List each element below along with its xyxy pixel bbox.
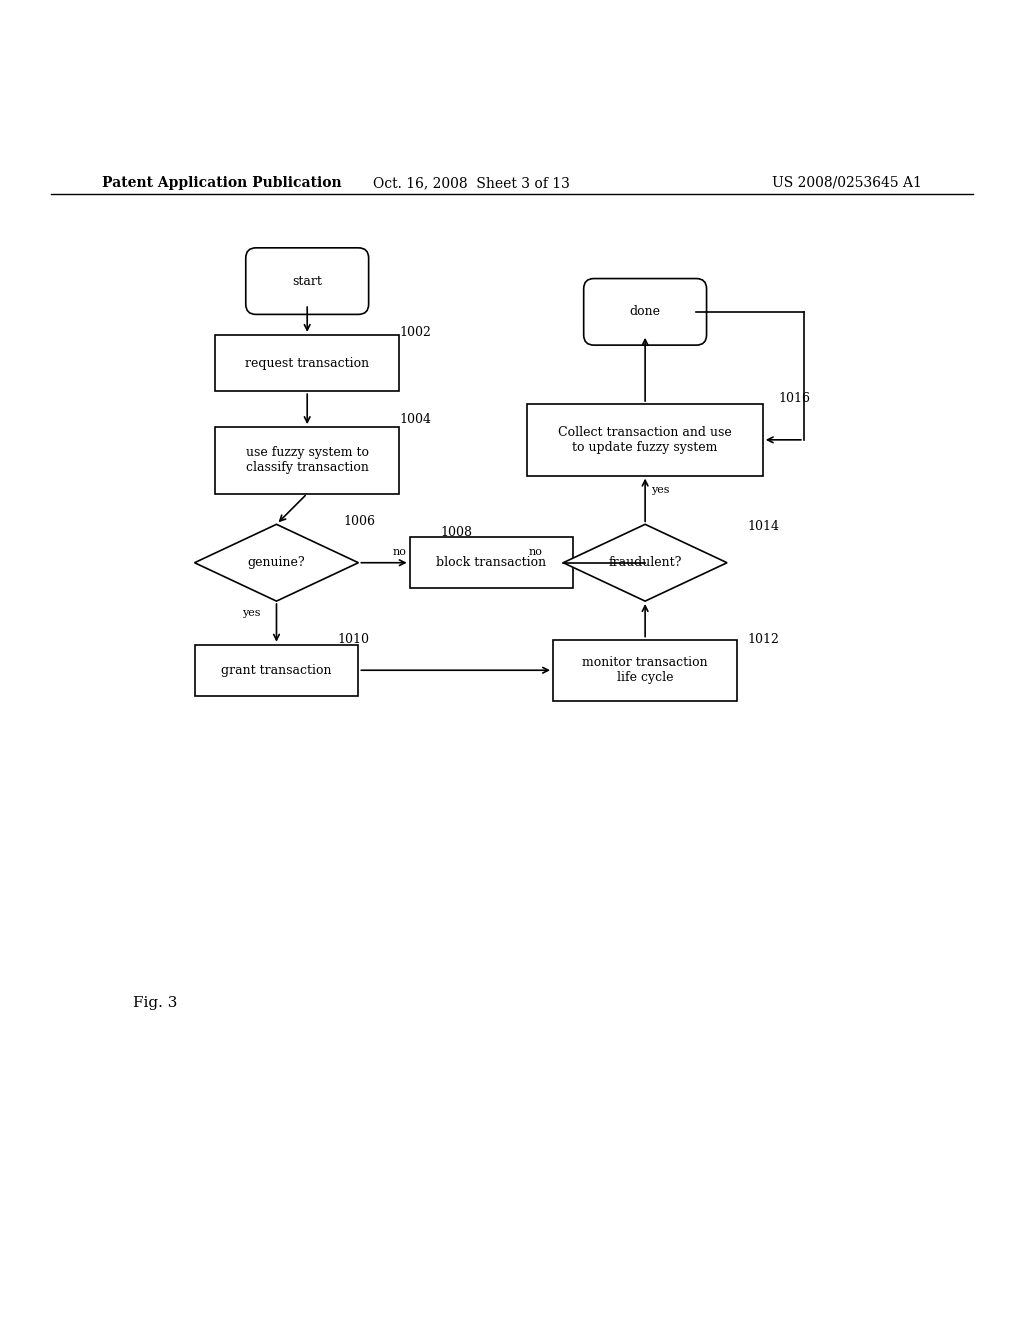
Text: no: no [528, 548, 543, 557]
Text: Fig. 3: Fig. 3 [133, 997, 177, 1010]
Text: block transaction: block transaction [436, 556, 547, 569]
Text: grant transaction: grant transaction [221, 664, 332, 677]
FancyBboxPatch shape [246, 248, 369, 314]
Text: 1004: 1004 [399, 413, 431, 426]
Text: 1012: 1012 [748, 634, 779, 645]
FancyBboxPatch shape [584, 279, 707, 345]
Text: 1002: 1002 [399, 326, 431, 339]
Text: Patent Application Publication: Patent Application Publication [102, 176, 342, 190]
Polygon shape [563, 524, 727, 601]
FancyBboxPatch shape [527, 404, 763, 475]
FancyBboxPatch shape [195, 644, 358, 696]
FancyBboxPatch shape [410, 537, 573, 589]
Text: monitor transaction
life cycle: monitor transaction life cycle [583, 656, 708, 684]
Text: 1006: 1006 [343, 515, 375, 528]
Text: US 2008/0253645 A1: US 2008/0253645 A1 [772, 176, 922, 190]
Text: yes: yes [651, 484, 670, 495]
Text: Oct. 16, 2008  Sheet 3 of 13: Oct. 16, 2008 Sheet 3 of 13 [373, 176, 569, 190]
FancyBboxPatch shape [553, 639, 737, 701]
Text: 1014: 1014 [748, 520, 779, 533]
Polygon shape [195, 524, 358, 601]
Text: fraudulent?: fraudulent? [608, 556, 682, 569]
Text: start: start [292, 275, 323, 288]
Text: no: no [392, 548, 407, 557]
Text: done: done [630, 305, 660, 318]
Text: use fuzzy system to
classify transaction: use fuzzy system to classify transaction [246, 446, 369, 474]
FancyBboxPatch shape [215, 335, 399, 391]
Text: genuine?: genuine? [248, 556, 305, 569]
FancyBboxPatch shape [215, 428, 399, 494]
Text: Collect transaction and use
to update fuzzy system: Collect transaction and use to update fu… [558, 426, 732, 454]
Text: yes: yes [242, 607, 260, 618]
Text: 1010: 1010 [338, 634, 370, 645]
Text: request transaction: request transaction [245, 356, 370, 370]
Text: 1016: 1016 [778, 392, 810, 405]
Text: 1008: 1008 [440, 525, 472, 539]
